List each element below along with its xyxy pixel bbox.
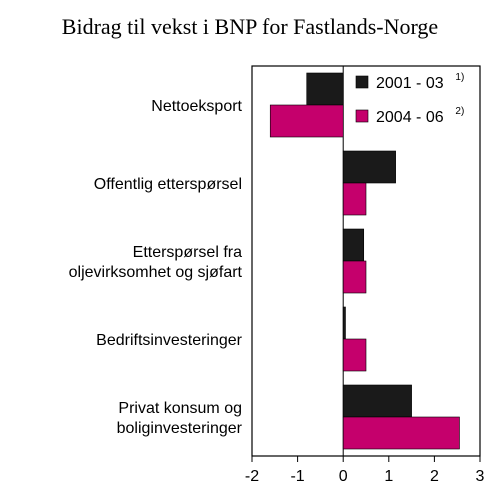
bar-series-2001-03: [342, 384, 412, 418]
legend-swatch: [355, 109, 369, 123]
category-label: Offentlig etterspørsel: [94, 176, 242, 193]
bar-series-2001-03: [306, 72, 344, 106]
category-label: Nettoeksport: [151, 98, 242, 115]
bar-series-2001-03: [342, 306, 346, 340]
legend-footnote: 2): [455, 106, 464, 117]
chart-title: Bidrag til vekst i BNP for Fastlands-Nor…: [62, 14, 438, 39]
category-label: Etterspørsel fra: [133, 244, 242, 261]
plot-area: -2 -1 0 1 2 3 Nettoeksport Offentlig etterspørs…: [69, 65, 485, 485]
category-label: oljevirksomhet og sjøfart: [69, 264, 243, 281]
bar-series-2004-06: [342, 182, 367, 216]
category-label: boliginvesteringer: [117, 420, 243, 437]
x-tick-label: 0: [339, 468, 348, 485]
bar-series-2004-06: [342, 416, 460, 450]
legend-label: 2001 - 03: [376, 75, 444, 92]
x-tick-label: 2: [430, 468, 439, 485]
category-label: Bedriftsinvesteringer: [96, 332, 243, 349]
legend-swatch: [355, 75, 369, 89]
bar-series-2004-06: [342, 260, 367, 294]
legend-label: 2004 - 06: [376, 109, 444, 126]
x-tick-label: -2: [245, 468, 259, 485]
x-tick-label: 1: [384, 468, 393, 485]
x-tick-label: 3: [476, 468, 485, 485]
category-label: Privat konsum og: [118, 400, 242, 417]
bar-series-2004-06: [342, 338, 367, 372]
legend-footnote: 1): [455, 72, 464, 83]
bar-series-2001-03: [342, 150, 396, 184]
bar-series-2001-03: [342, 228, 365, 262]
x-tick-label: -1: [290, 468, 304, 485]
plot-frame: [251, 65, 481, 457]
bar-series-2004-06: [269, 104, 344, 138]
